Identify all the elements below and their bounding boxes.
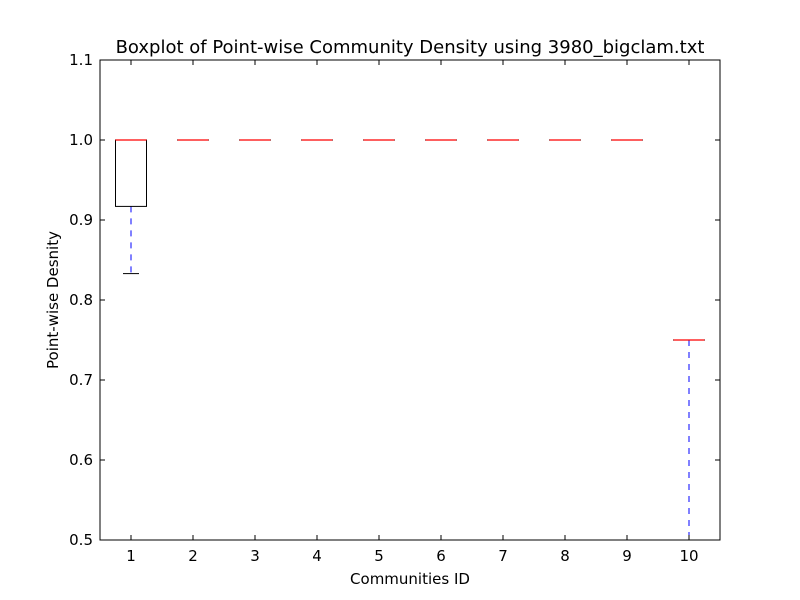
x-tick-label: 9 bbox=[622, 547, 632, 565]
x-tick-label: 8 bbox=[560, 547, 570, 565]
x-tick-label: 5 bbox=[374, 547, 384, 565]
y-tick-label: 0.8 bbox=[69, 291, 93, 309]
y-tick-label: 0.6 bbox=[69, 451, 93, 469]
x-tick-label: 2 bbox=[188, 547, 198, 565]
y-tick-label: 0.9 bbox=[69, 211, 93, 229]
chart-title: Boxplot of Point-wise Community Density … bbox=[116, 37, 705, 58]
y-tick-label: 1.0 bbox=[69, 131, 93, 149]
x-tick-label: 4 bbox=[312, 547, 322, 565]
x-tick-label: 1 bbox=[126, 547, 136, 565]
x-tick-label: 3 bbox=[250, 547, 260, 565]
boxes-layer bbox=[115, 139, 705, 541]
x-tick-label: 7 bbox=[498, 547, 508, 565]
ticks-layer: 0.5 0.6 0.7 0.8 0.9 1.0 1.1 1 2 3 4 5 6 7 8 9 10 bbox=[69, 51, 720, 565]
y-axis-label: Point-wise Desnity bbox=[44, 231, 62, 369]
x-tick-label: 6 bbox=[436, 547, 446, 565]
box-1 bbox=[115, 139, 147, 275]
y-tick-label: 1.1 bbox=[69, 51, 93, 69]
y-tick-label: 0.7 bbox=[69, 371, 93, 389]
plot-frame bbox=[99, 59, 721, 541]
plot-area bbox=[100, 60, 720, 540]
x-tick-label: 10 bbox=[679, 547, 698, 565]
y-tick-label: 0.5 bbox=[69, 531, 93, 549]
x-axis-label: Communities ID bbox=[350, 570, 470, 588]
